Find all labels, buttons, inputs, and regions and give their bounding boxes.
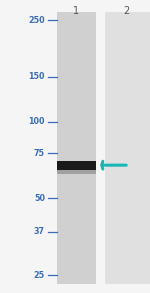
Bar [96,12,105,284]
Bar [57,170,96,174]
Bar [57,12,150,284]
Text: 1: 1 [74,6,80,16]
Text: 25: 25 [34,270,45,280]
Text: 50: 50 [34,194,45,203]
Bar [57,161,96,170]
Text: 2: 2 [123,6,129,16]
Text: 100: 100 [28,117,45,126]
Text: 250: 250 [28,16,45,25]
Text: 75: 75 [34,149,45,158]
Text: 150: 150 [28,72,45,81]
Bar [57,12,96,284]
Text: 37: 37 [34,227,45,236]
